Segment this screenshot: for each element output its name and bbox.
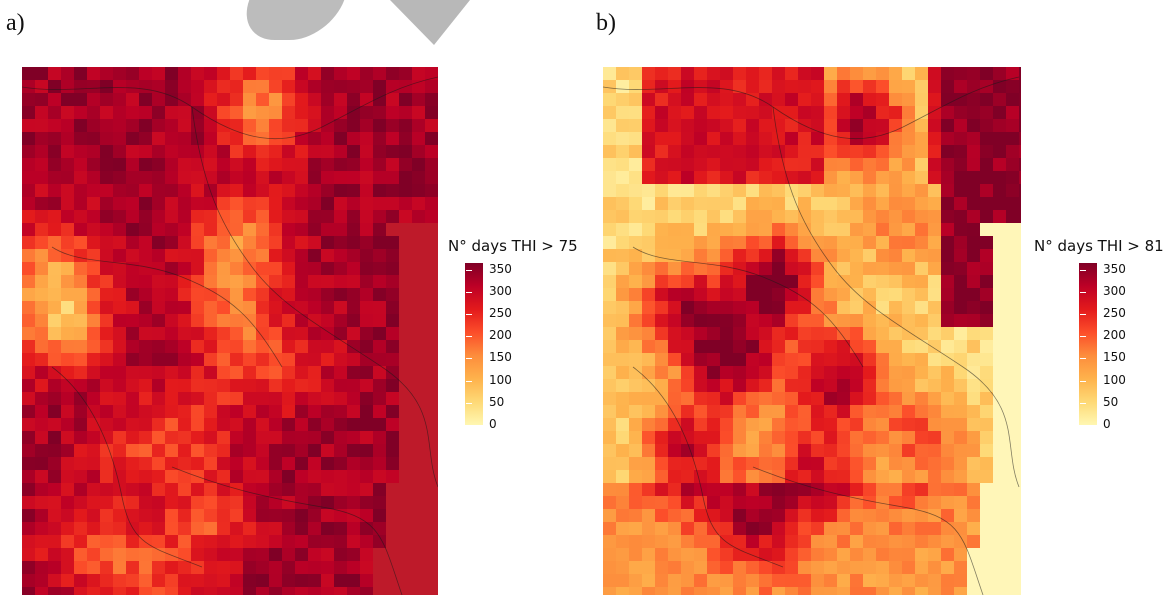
legend-tick-label: 150 [489,350,512,365]
panel-a-legend: N° days THI > 75 350 300 250 200 150 100 50 0 [448,237,578,437]
legend-color-bar-b [1079,263,1097,425]
legend-tick [466,380,472,382]
legend-tick [1080,402,1086,404]
legend-tick [1080,425,1086,426]
legend-tick [466,402,472,404]
legend-tick [1080,269,1086,271]
legend-tick [1080,336,1086,338]
legend-tick [466,358,472,360]
panel-b-legend: N° days THI > 81 350 300 250 200 150 100 50 0 [1034,237,1168,437]
legend-tick [466,291,472,293]
legend-tick [466,269,472,271]
legend-tick-label: 100 [1103,372,1126,387]
legend-tick [1080,380,1086,382]
legend-tick-label: 0 [489,417,497,431]
legend-tick-label: 300 [1103,283,1126,298]
legend-tick [466,336,472,338]
legend-tick-label: 50 [489,394,505,409]
legend-tick-label: 0 [1103,417,1111,431]
legend-tick-label: 250 [489,306,512,321]
legend-tick-label: 200 [489,328,512,343]
legend-tick [1080,358,1086,360]
panel-a-heatmap [22,67,438,595]
legend-title-b: N° days THI > 81 [1034,237,1164,255]
legend-tick [1080,291,1086,293]
obscured-shape-right [390,0,470,45]
legend-tick-label: 350 [489,261,512,276]
panel-b-label: b) [596,10,616,36]
legend-tick-label: 50 [1103,394,1119,409]
legend-tick-label: 100 [489,372,512,387]
obscured-shape-left [234,0,345,40]
legend-tick-label: 300 [489,283,512,298]
legend-tick [1080,314,1086,316]
legend-tick-label: 150 [1103,350,1126,365]
legend-color-bar-a [465,263,483,425]
panel-b-map [603,67,1021,595]
legend-tick [466,314,472,316]
panel-a-label: a) [6,10,25,36]
panel-b-heatmap [603,67,1021,595]
panel-a-map [22,67,438,595]
legend-tick-label: 250 [1103,306,1126,321]
legend-tick-label: 350 [1103,261,1126,276]
legend-title-a: N° days THI > 75 [448,237,578,255]
legend-tick-label: 200 [1103,328,1126,343]
legend-tick [466,425,472,426]
